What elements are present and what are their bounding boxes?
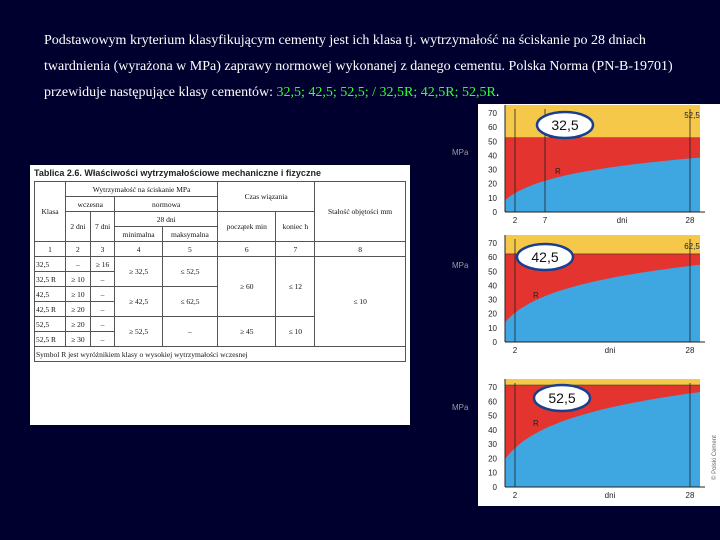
yellow-band [505,379,700,385]
intro-end: . [495,85,500,100]
table-footnote: Symbol R jest wyróżnikiem klasy o wysoki… [34,346,406,362]
y-tick-label: 70 [488,383,497,392]
curve-label: R [555,167,561,176]
y-tick-label: 40 [488,426,497,435]
y-tick-label: 40 [488,151,497,160]
y-tick-label: 60 [488,123,497,132]
y-axis-label: MPa [452,148,469,157]
cell: ≥ 42,5 [114,286,163,317]
cell: ≤ 10 [275,316,316,347]
y-axis-label: MPa [452,261,469,270]
y-tick-label: 10 [488,469,497,478]
class-list: 32,5; 42,5; 52,5; / 32,5R; 42,5R; 52,5R [276,85,496,100]
header-cell: Stałość objętości mm [314,181,406,242]
y-tick-label: 10 [488,324,497,333]
table-title: Tablica 2.6. Właściwości wytrzymałościow… [34,168,321,178]
y-tick-label: 70 [488,109,497,118]
cell: ≤ 12 [275,256,316,317]
y-tick-label: 30 [488,296,497,305]
header-cell: Czas wiązania [217,181,316,212]
badge [535,110,595,140]
cell: ≤ 52,5 [161,256,219,287]
curve-label: R [533,291,539,300]
cell: ≥ 45 [217,316,277,347]
intro-body: Podstawowym kryterium klasyfikującym cem… [44,33,673,100]
y-tick-label: 20 [488,310,497,319]
y-axis-label: MPa [452,403,469,412]
curve-label: R [533,419,539,428]
cell: 52,5 R [33,331,67,347]
y-tick-label: 50 [488,412,497,421]
y-tick-label: 30 [488,166,497,175]
x-tick-label: 2 [513,346,518,355]
x-axis-label: dni [605,491,616,500]
y-tick-label: 50 [488,137,497,146]
header-cell: koniec h [275,211,316,242]
intro-text: Podstawowym kryterium klasyfikującym cem… [44,28,694,106]
upper-label: 52,5 [684,111,700,120]
y-tick-label: 20 [488,180,497,189]
blue-area [505,264,700,342]
y-tick-label: 70 [488,239,497,248]
y-tick-label: 40 [488,281,497,290]
x-axis-label: dni [617,216,628,225]
x-axis-label: dni [605,346,616,355]
badge-label: 52,5 [548,390,575,406]
blue-area [505,392,700,487]
y-tick-label: 60 [488,397,497,406]
blue-area [505,157,700,212]
y-tick-label: 0 [493,208,498,217]
badge [515,242,575,272]
yellow-band [505,105,700,138]
x-tick-label: 7 [543,216,548,225]
upper-label: 62,5 [684,242,700,251]
table-image: Tablica 2.6. Właściwości wytrzymałościow… [30,165,410,425]
y-tick-label: 10 [488,194,497,203]
x-tick-label: 28 [686,216,695,225]
y-tick-label: 30 [488,440,497,449]
table: Klasa Wytrzymałość na ściskanie MPa Czas… [33,181,406,362]
y-tick-label: 60 [488,253,497,262]
y-tick-label: 50 [488,267,497,276]
credit: © Polski Cement [711,435,718,480]
badge-label: 42,5 [531,249,558,265]
cell: ≥ 60 [217,256,277,317]
badge-label: 32,5 [551,117,578,133]
y-tick-label: 20 [488,454,497,463]
x-tick-label: 28 [686,491,695,500]
x-tick-label: 28 [686,346,695,355]
badge [532,383,592,413]
x-tick-label: 2 [513,216,518,225]
y-tick-label: 0 [493,338,498,347]
x-tick-label: 2 [513,491,518,500]
y-tick-label: 0 [493,483,498,492]
